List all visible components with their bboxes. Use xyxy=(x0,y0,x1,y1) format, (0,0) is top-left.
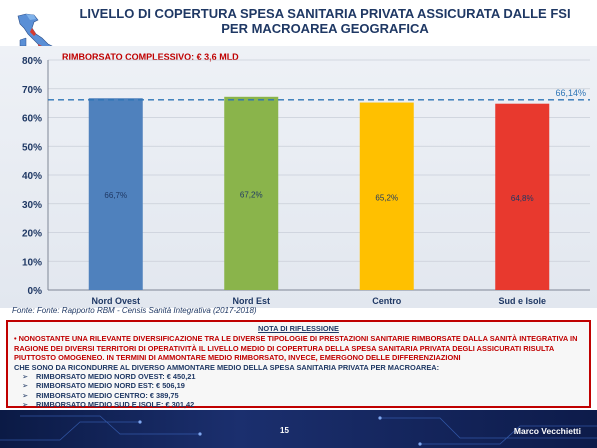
average-line-group: 66,14% xyxy=(48,88,590,101)
data-label: 65,2% xyxy=(375,193,398,202)
arrow-icon: ➢ xyxy=(22,400,29,410)
bars: 66,7% 67,2% 65,2% 64,8% xyxy=(88,96,550,290)
x-tick-label: Sud e Isole xyxy=(498,296,546,306)
y-tick-label: 20% xyxy=(22,229,42,240)
list-item: ➢ RIMBORSATO MEDIO SUD E ISOLE: € 301,42 xyxy=(22,400,195,410)
bar-1 xyxy=(224,96,279,290)
x-tick-label: Centro xyxy=(372,296,402,306)
note-main-body: NONOSTANTE UNA RILEVANTE DIVERSIFICAZION… xyxy=(14,334,578,363)
y-tick-label: 10% xyxy=(22,257,42,268)
arrow-icon: ➢ xyxy=(22,390,29,400)
source-note: Fonte: Fonte: Rapporto RBM - Censis Sani… xyxy=(12,306,257,315)
y-tick-label: 40% xyxy=(22,171,42,182)
note-list: ➢ RIMBORSATO MEDIO NORD OVEST: € 450,21 ➢… xyxy=(14,372,583,410)
data-label: 66,7% xyxy=(104,191,127,200)
y-tick-label: 50% xyxy=(22,142,42,153)
note-bullet: • xyxy=(14,334,17,344)
slide-title: LIVELLO DI COPERTURA SPESA SANITARIA PRI… xyxy=(60,6,590,36)
note-title: NOTA DI RIFLESSIONE xyxy=(258,324,339,333)
list-item: ➢ RIMBORSATO MEDIO NORD OVEST: € 450,21 xyxy=(22,372,196,382)
bar-chart: RIMBORSATO COMPLESSIVO: € 3,6 MLD 0% 10% 2… xyxy=(22,52,590,306)
data-label: 67,2% xyxy=(240,190,263,199)
arrow-icon: ➢ xyxy=(22,372,29,382)
list-item: ➢ RIMBORSATO MEDIO NORD EST: € 506,19 xyxy=(22,381,185,391)
circuit-decoration xyxy=(0,415,597,446)
note-main-text: • NONOSTANTE UNA RILEVANTE DIVERSIFICAZIO… xyxy=(14,334,583,362)
title-line-1: LIVELLO DI COPERTURA SPESA SANITARIA PRI… xyxy=(79,6,571,21)
list-item: ➢ RIMBORSATO MEDIO CENTRO: € 389,75 xyxy=(22,390,179,400)
title-line-2: PER MACROAREA GEOGRAFICA xyxy=(221,21,429,36)
y-tick-label: 80% xyxy=(22,56,42,67)
average-label: 66,14% xyxy=(555,88,586,98)
data-label: 64,8% xyxy=(511,194,534,203)
x-tick-label: Nord Ovest xyxy=(91,296,140,306)
arrow-icon: ➢ xyxy=(22,381,29,391)
author-name: Marco Vecchietti xyxy=(513,426,581,436)
note-continuation: CHE SONO DA RICONDURRE AL DIVERSO AMMONT… xyxy=(14,362,440,372)
bar-2 xyxy=(359,102,414,290)
y-tick-label: 70% xyxy=(22,85,42,96)
page-number: 15 xyxy=(280,426,289,435)
y-tick-label: 30% xyxy=(22,200,42,211)
y-tick-label: 60% xyxy=(22,114,42,125)
bar-3 xyxy=(495,103,550,290)
x-tick-label: Nord Est xyxy=(232,296,270,306)
reflection-note: NOTA DI RIFLESSIONE • NONOSTANTE UNA RILE… xyxy=(6,320,591,410)
bar-0 xyxy=(88,98,143,290)
y-tick-label: 0% xyxy=(28,286,43,297)
y-axis-ticks: 0% 10% 20% 30% 40% 50% 60% 70% 80% xyxy=(22,56,42,297)
footer-bar: 15 Marco Vecchietti xyxy=(0,410,597,448)
chart-annotation: RIMBORSATO COMPLESSIVO: € 3,6 MLD xyxy=(62,52,239,62)
x-axis-labels: Nord Ovest Nord Est Centro Sud e Isole xyxy=(91,296,546,306)
